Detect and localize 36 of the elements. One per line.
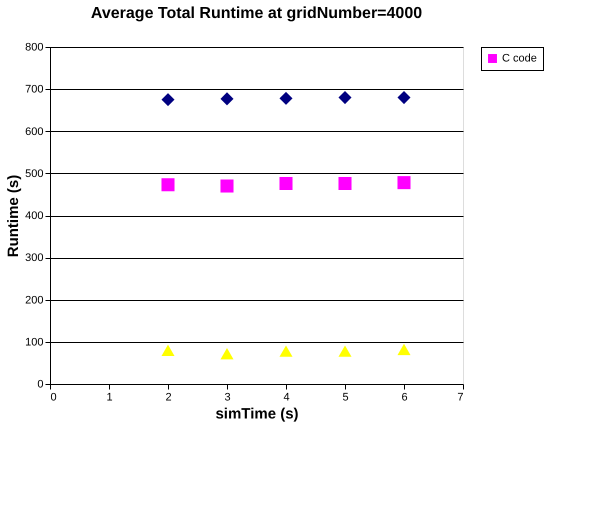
point (161, 93, 175, 106)
point (397, 176, 411, 190)
x-tick-label: 6 (401, 392, 408, 404)
point (161, 344, 175, 356)
legend-label: C code (502, 52, 537, 64)
y-tick-label: 500 (25, 168, 44, 180)
y-tick-label: 100 (25, 336, 44, 348)
point (397, 91, 411, 104)
point (161, 178, 175, 192)
x-tick-label: 4 (283, 392, 290, 404)
x-tick-label: 1 (106, 392, 113, 404)
point (279, 92, 293, 105)
y-axis-title: Runtime (s) (5, 174, 22, 258)
point (397, 344, 411, 356)
x-tick-label: 0 (50, 392, 57, 404)
x-tick-label: 5 (342, 392, 349, 404)
chart-title: Average Total Runtime at gridNumber=4000 (90, 5, 422, 22)
x-tick-label: 7 (457, 392, 464, 404)
y-tick-label: 600 (25, 126, 44, 138)
point (338, 176, 352, 190)
y-tick-label: 400 (25, 210, 44, 222)
y-tick-label: 700 (25, 84, 44, 96)
point (338, 91, 352, 104)
point (220, 179, 234, 193)
x-tick-label: 3 (224, 392, 231, 404)
x-axis-title: simTime (s) (215, 406, 299, 422)
point (220, 92, 234, 106)
y-tick-label: 0 (37, 378, 44, 390)
point (279, 345, 293, 357)
y-tick-label: 200 (25, 294, 44, 306)
point (279, 176, 293, 190)
point (220, 348, 234, 360)
point (338, 345, 352, 357)
y-tick-label: 800 (25, 42, 44, 54)
x-tick-label: 2 (165, 392, 172, 404)
y-tick-label: 300 (25, 252, 44, 264)
